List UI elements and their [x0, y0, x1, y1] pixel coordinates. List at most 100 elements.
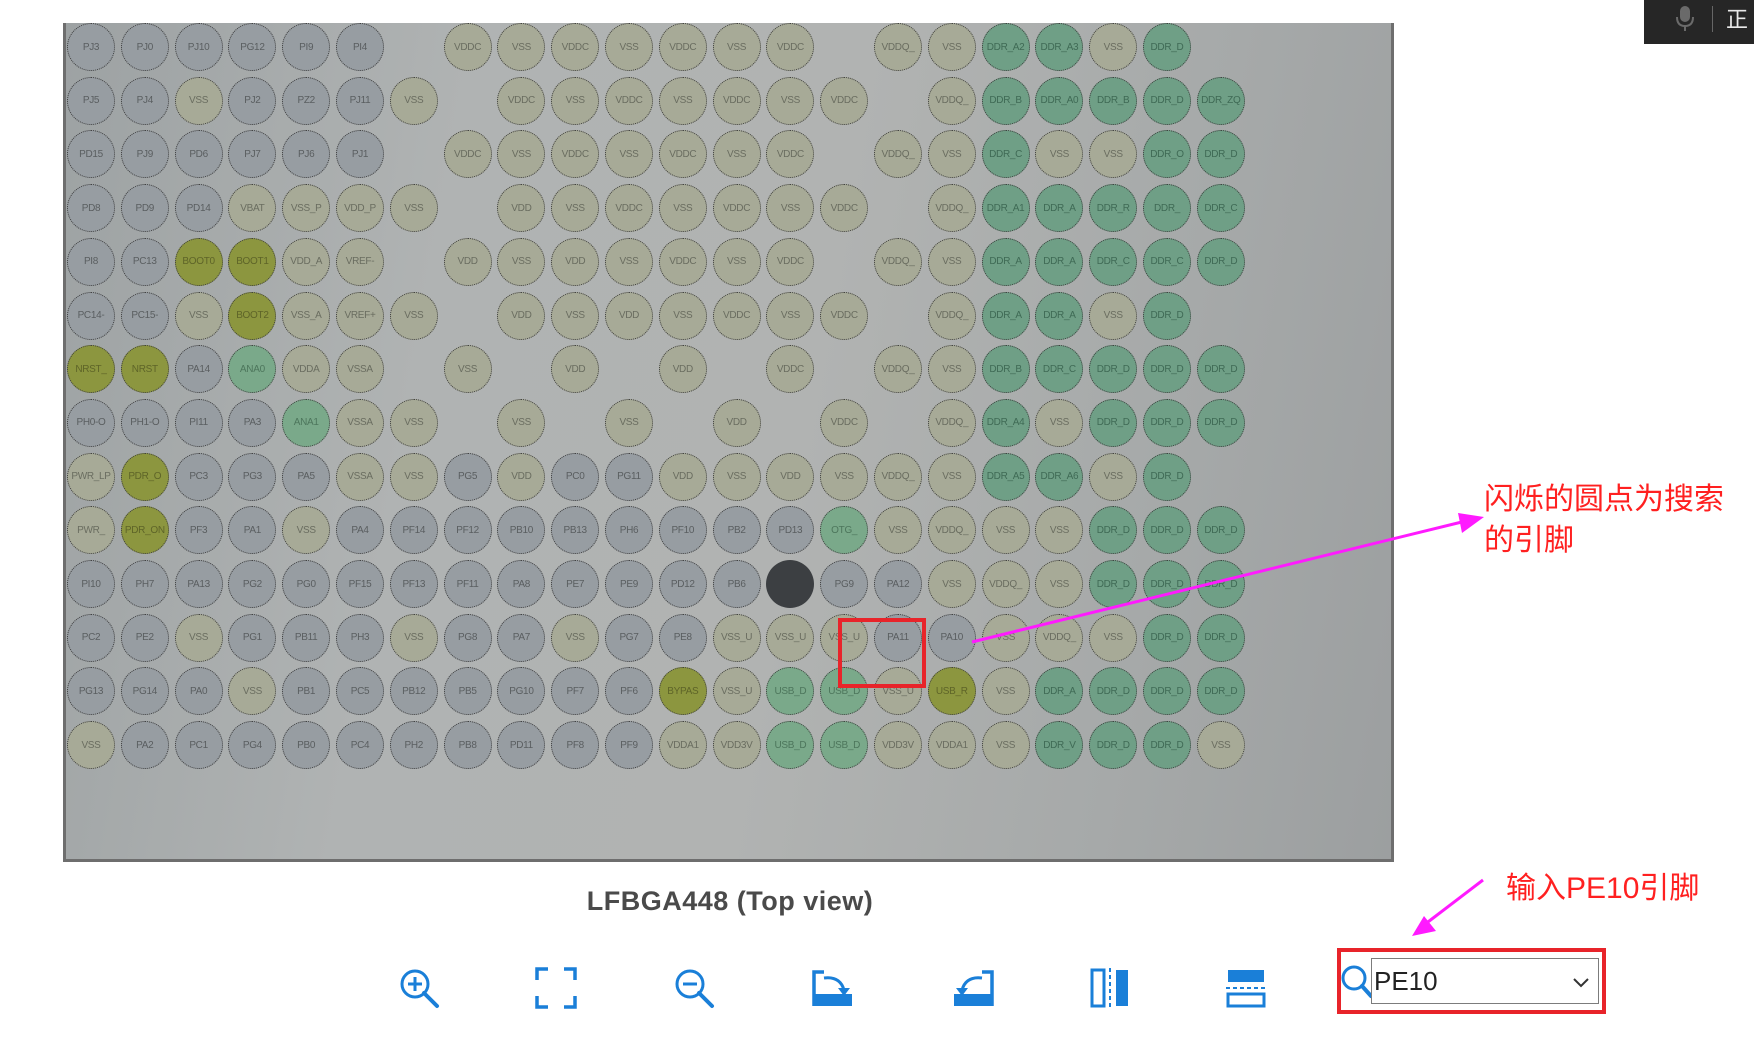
pin[interactable]: VSS: [497, 237, 546, 286]
pin[interactable]: DDR_R: [1089, 184, 1138, 233]
pin[interactable]: VDDQ_: [874, 452, 922, 501]
pin[interactable]: DDR_D: [1089, 345, 1138, 394]
pin[interactable]: PA3: [228, 398, 277, 447]
pin[interactable]: VDDC: [605, 184, 653, 233]
pin[interactable]: VSS: [1196, 721, 1245, 770]
pin[interactable]: PB1: [282, 667, 331, 716]
pin[interactable]: DDR_D: [1196, 613, 1245, 662]
pin[interactable]: VSS: [927, 130, 976, 179]
pin[interactable]: PB6: [712, 560, 761, 608]
pin[interactable]: VSS_P: [282, 184, 331, 233]
pin[interactable]: PJ1: [336, 130, 384, 179]
pin[interactable]: VDDC: [766, 345, 815, 394]
microphone-icon[interactable]: [1674, 4, 1696, 34]
pin[interactable]: PH0-O: [67, 398, 115, 447]
pin[interactable]: PI9: [282, 23, 331, 71]
pin[interactable]: DDR_D: [1196, 398, 1245, 447]
pin[interactable]: VDDQ_: [927, 506, 976, 555]
pin[interactable]: VSS: [174, 291, 223, 340]
pin[interactable]: PA0: [174, 667, 223, 716]
pin[interactable]: DDR_D: [1143, 23, 1191, 71]
pin[interactable]: PG10: [497, 667, 546, 716]
pin[interactable]: PA14: [174, 345, 223, 394]
pin[interactable]: BOOT0: [174, 237, 223, 286]
pin[interactable]: DDR_D: [1143, 721, 1191, 770]
pin[interactable]: VSS_A: [282, 291, 331, 340]
pin[interactable]: PC5: [336, 667, 384, 716]
flip-horizontal-button[interactable]: [1082, 960, 1138, 1016]
pin[interactable]: PD14: [174, 184, 223, 233]
pin[interactable]: VDD: [658, 452, 707, 501]
pin[interactable]: VDDQ_: [874, 345, 922, 394]
pin[interactable]: PD12: [658, 560, 707, 608]
pin[interactable]: VSS: [67, 721, 115, 770]
pin[interactable]: DDR_D: [1143, 291, 1191, 340]
pin[interactable]: PH3: [336, 613, 384, 662]
pin[interactable]: VSS: [1035, 560, 1084, 608]
pin[interactable]: VDDC: [820, 398, 869, 447]
pin[interactable]: PA7: [497, 613, 546, 662]
pin[interactable]: PC2: [67, 613, 115, 662]
pin[interactable]: PG7: [605, 613, 653, 662]
pin[interactable]: VDD3V: [712, 721, 761, 770]
pin[interactable]: NRST: [120, 345, 169, 394]
pin[interactable]: VSS: [766, 76, 815, 125]
pin[interactable]: PB5: [443, 667, 492, 716]
pin[interactable]: PF7: [551, 667, 600, 716]
pin[interactable]: VDDA: [282, 345, 331, 394]
pin[interactable]: PF10: [658, 506, 707, 555]
pin[interactable]: VSS: [981, 721, 1030, 770]
pin[interactable]: PZ2: [282, 76, 331, 125]
pin[interactable]: DDR_B: [981, 76, 1030, 125]
pin[interactable]: VSS: [927, 452, 976, 501]
pin[interactable]: PE2: [120, 613, 169, 662]
pin[interactable]: PD8: [67, 184, 115, 233]
pin[interactable]: DDR_D: [1089, 506, 1138, 555]
pin[interactable]: VDD: [497, 291, 546, 340]
pin[interactable]: DDR_D: [1089, 721, 1138, 770]
pin[interactable]: VSS: [712, 237, 761, 286]
pin[interactable]: DDR_V: [1035, 721, 1084, 770]
pin[interactable]: VSS: [228, 667, 277, 716]
pin[interactable]: OTG_: [820, 506, 869, 555]
pin[interactable]: VDDC: [443, 23, 492, 71]
pin[interactable]: VREF-: [336, 237, 384, 286]
pin[interactable]: PI10: [67, 560, 115, 608]
pin[interactable]: VSS: [551, 613, 600, 662]
pin[interactable]: PB2: [712, 506, 761, 555]
pin[interactable]: VDDQ_: [927, 184, 976, 233]
pin[interactable]: VSS: [497, 398, 546, 447]
pin[interactable]: BYPAS: [658, 667, 707, 716]
pin[interactable]: DDR_A0: [1035, 76, 1084, 125]
pin[interactable]: VBAT: [228, 184, 277, 233]
pin[interactable]: DDR_D: [1143, 452, 1191, 501]
pin[interactable]: VSS_U: [712, 667, 761, 716]
pin[interactable]: PB12: [389, 667, 438, 716]
pin[interactable]: VSS: [551, 76, 600, 125]
pin[interactable]: VSS: [605, 237, 653, 286]
pin[interactable]: DDR_D: [1089, 667, 1138, 716]
pin[interactable]: PJ0: [120, 23, 169, 71]
pin[interactable]: VDDQ_: [874, 237, 922, 286]
pin[interactable]: PJ4: [120, 76, 169, 125]
pin[interactable]: VSS: [1035, 506, 1084, 555]
pin[interactable]: DDR_D: [1143, 667, 1191, 716]
pin[interactable]: PG13: [67, 667, 115, 716]
pin[interactable]: PC15-: [120, 291, 169, 340]
pin[interactable]: PH2: [389, 721, 438, 770]
pin[interactable]: VSS: [981, 667, 1030, 716]
pin[interactable]: VDD: [497, 184, 546, 233]
pin[interactable]: VDDC: [766, 237, 815, 286]
pin[interactable]: VSS: [981, 506, 1030, 555]
pin[interactable]: DDR_C: [1143, 237, 1191, 286]
pin[interactable]: PG14: [120, 667, 169, 716]
pin-search-combobox[interactable]: [1371, 958, 1599, 1004]
pin[interactable]: PJ11: [336, 76, 384, 125]
pin[interactable]: PF11: [443, 560, 492, 608]
pin[interactable]: VDDQ_: [874, 130, 922, 179]
pin[interactable]: VDDC: [820, 76, 869, 125]
pin[interactable]: PH1-O: [120, 398, 169, 447]
pin[interactable]: DDR_D: [1196, 506, 1245, 555]
pin[interactable]: VSS: [443, 345, 492, 394]
pin[interactable]: VDD: [551, 237, 600, 286]
